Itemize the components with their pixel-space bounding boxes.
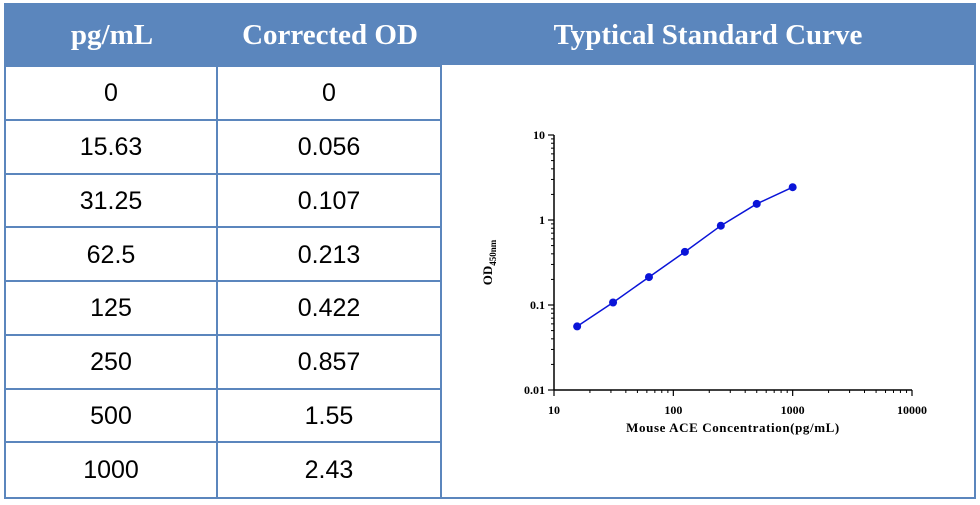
cell-concentration: 1000 bbox=[83, 455, 139, 484]
x-tick-label: 1000 bbox=[781, 403, 805, 417]
y-tick-label: 0.1 bbox=[530, 298, 545, 312]
cell-corrected-od: 0.056 bbox=[297, 133, 361, 162]
row-divider bbox=[6, 172, 442, 175]
data-point bbox=[573, 322, 582, 331]
row-divider bbox=[6, 280, 442, 282]
x-tick-label: 100 bbox=[664, 403, 682, 417]
column-divider bbox=[440, 5, 442, 497]
cell-concentration: 500 bbox=[90, 401, 132, 430]
cell-concentration: 15.63 bbox=[79, 133, 143, 162]
x-tick-label: 10 bbox=[548, 403, 560, 417]
row-divider bbox=[6, 441, 442, 444]
cell-corrected-od: 0.213 bbox=[297, 240, 361, 269]
cell-concentration: 125 bbox=[90, 294, 132, 323]
row-divider bbox=[6, 333, 442, 336]
cell-corrected-od: 0.857 bbox=[297, 348, 361, 377]
x-tick-label: 10000 bbox=[897, 403, 927, 417]
cell-concentration: 250 bbox=[90, 348, 132, 377]
y-tick-label: 0.01 bbox=[524, 383, 545, 397]
data-point bbox=[788, 183, 797, 192]
y-axis-label: OD450nm bbox=[480, 239, 498, 285]
cell-corrected-od: 0.422 bbox=[297, 294, 361, 323]
y-tick-label: 1 bbox=[539, 213, 545, 227]
cell-concentration: 62.5 bbox=[86, 240, 136, 269]
column-divider bbox=[216, 5, 218, 497]
data-point bbox=[752, 199, 761, 208]
row-divider bbox=[6, 65, 442, 67]
y-tick-label: 10 bbox=[533, 128, 545, 142]
cell-corrected-od: 0.107 bbox=[297, 186, 361, 215]
standard-curve-panel: pg/mL Corrected OD Typtical Standard Cur… bbox=[4, 3, 976, 499]
cell-corrected-od: 0 bbox=[322, 79, 336, 108]
cell-corrected-od: 2.43 bbox=[304, 455, 354, 484]
header-chart-title: Typtical Standard Curve bbox=[442, 5, 974, 65]
row-divider bbox=[6, 118, 442, 121]
cell-concentration: 0 bbox=[104, 79, 118, 108]
data-point bbox=[680, 247, 689, 256]
data-point bbox=[644, 273, 653, 282]
row-divider bbox=[6, 387, 442, 390]
header-pg-ml: pg/mL bbox=[6, 5, 218, 65]
cell-concentration: 31.25 bbox=[79, 186, 143, 215]
x-axis-label: Mouse ACE Concentration(pg/mL) bbox=[626, 420, 840, 435]
series-line bbox=[576, 186, 793, 328]
cell-corrected-od: 1.55 bbox=[304, 401, 354, 430]
data-point bbox=[609, 298, 618, 307]
standard-curve-chart: 0.01 0.1 1 10 10 100 1000 10000 Mouse ACE Concen… bbox=[480, 128, 927, 435]
data-point bbox=[716, 221, 725, 230]
chart-area: 0.01 0.1 1 10 10 100 1000 10000 Mouse ACE Concen… bbox=[444, 65, 974, 497]
row-divider bbox=[6, 226, 442, 229]
header-corrected-od: Corrected OD bbox=[218, 5, 442, 65]
